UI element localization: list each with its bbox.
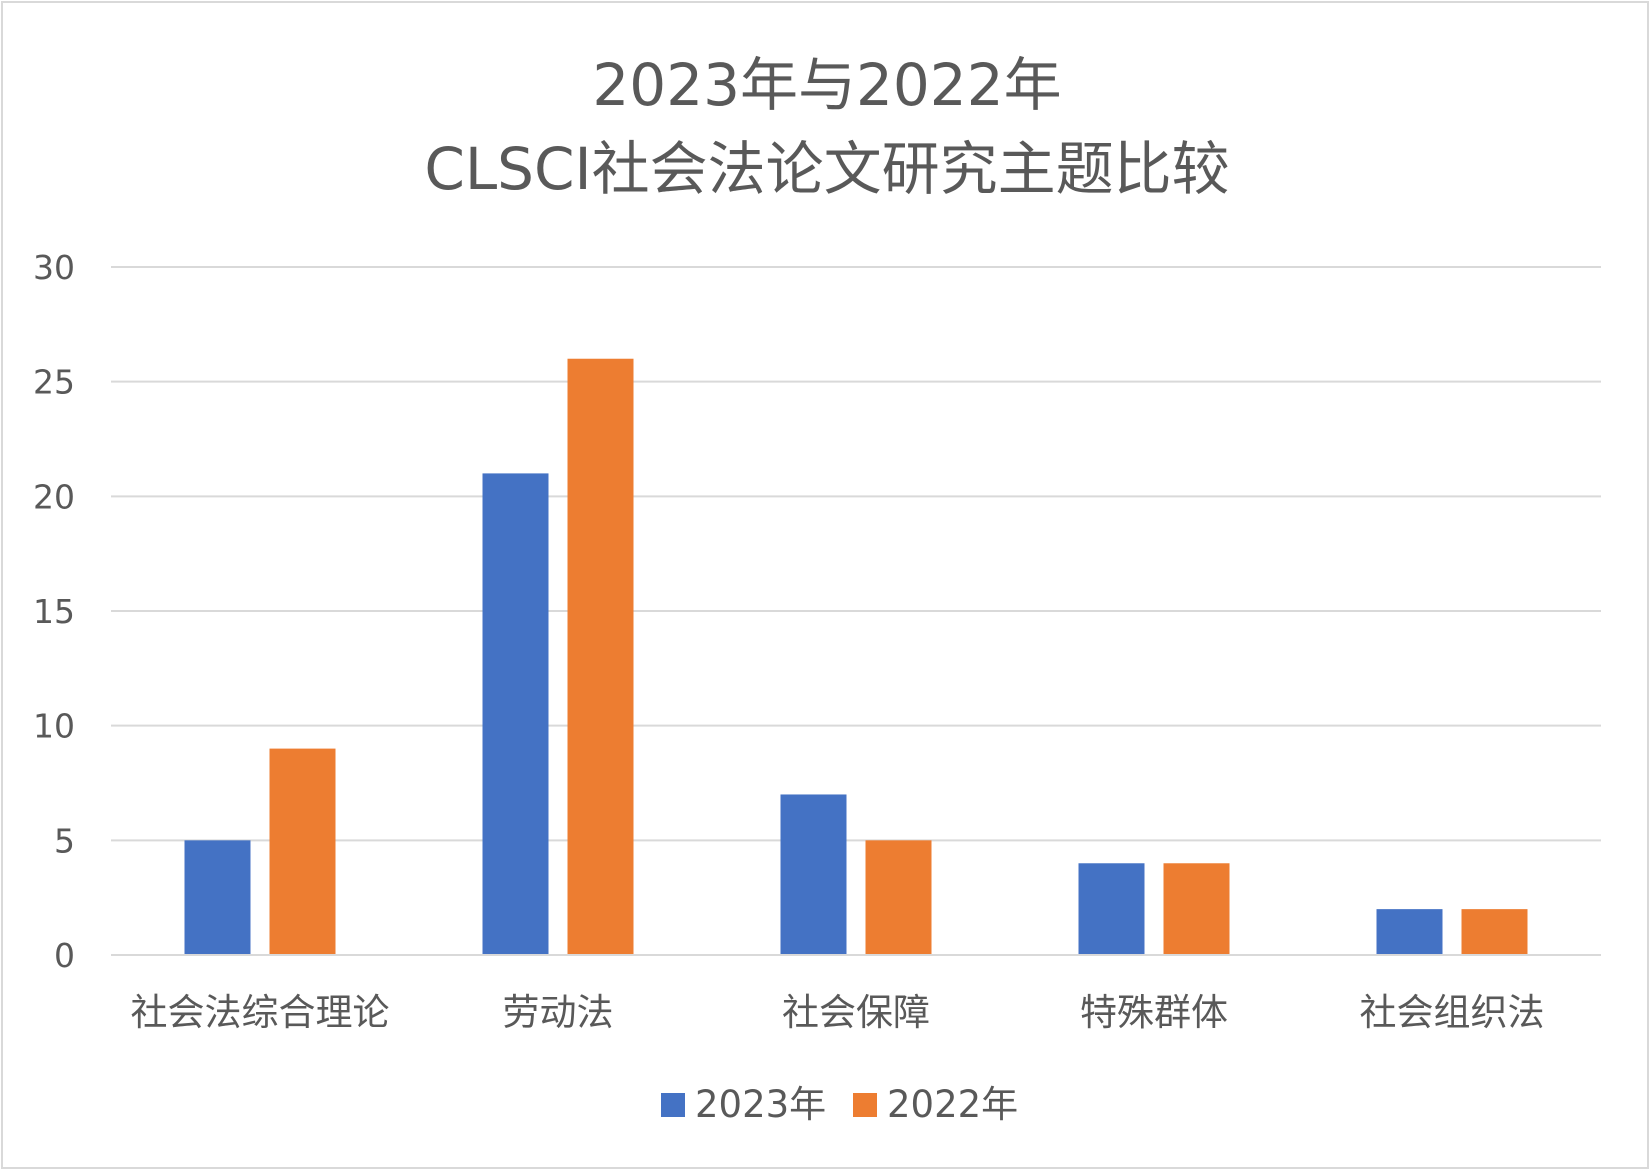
bar-series-1-cat-2	[865, 840, 932, 955]
legend-label: 2022年	[887, 1083, 1018, 1126]
x-category-label: 社会保障	[782, 991, 930, 1034]
gridlines	[111, 266, 1601, 842]
bar-series-1-cat-0	[269, 748, 336, 955]
x-axis-categories: 社会法综合理论 劳动法 社会保障 特殊群体 社会组织法	[131, 991, 1545, 1034]
bar-series-0-cat-1	[482, 473, 549, 955]
x-category-label: 社会法综合理论	[131, 991, 390, 1034]
bar-series-0-cat-3	[1078, 863, 1145, 955]
bars	[184, 358, 1528, 955]
legend-label: 2023年	[695, 1083, 826, 1126]
bar-series-0-cat-2	[780, 794, 847, 955]
chart-title-line-2: CLSCI社会法论文研究主题比较	[424, 135, 1229, 203]
legend-swatch	[853, 1093, 877, 1117]
chart-title-line-1: 2023年与2022年	[592, 51, 1061, 119]
y-tick-label: 5	[54, 821, 75, 860]
y-tick-label: 10	[33, 707, 75, 746]
bar-series-0-cat-4	[1376, 909, 1443, 955]
y-tick-label: 30	[33, 248, 75, 287]
bar-chart: 2023年与2022年 CLSCI社会法论文研究主题比较 0 5 10 15 20 25 3…	[33, 51, 1601, 1126]
x-category-label: 劳动法	[503, 991, 614, 1034]
x-category-label: 特殊群体	[1080, 991, 1228, 1034]
legend: 2023年 2022年	[661, 1083, 1018, 1126]
bar-series-1-cat-1	[567, 358, 634, 955]
y-axis-ticks: 0 5 10 15 20 25 30	[33, 248, 75, 975]
legend-swatch	[661, 1093, 685, 1117]
x-category-label: 社会组织法	[1360, 991, 1545, 1034]
y-tick-label: 0	[54, 936, 75, 975]
bar-series-0-cat-0	[184, 840, 251, 955]
y-tick-label: 25	[33, 363, 75, 402]
y-tick-label: 20	[33, 477, 75, 516]
bar-series-1-cat-4	[1461, 909, 1528, 955]
y-tick-label: 15	[33, 592, 75, 631]
bar-series-1-cat-3	[1163, 863, 1230, 955]
